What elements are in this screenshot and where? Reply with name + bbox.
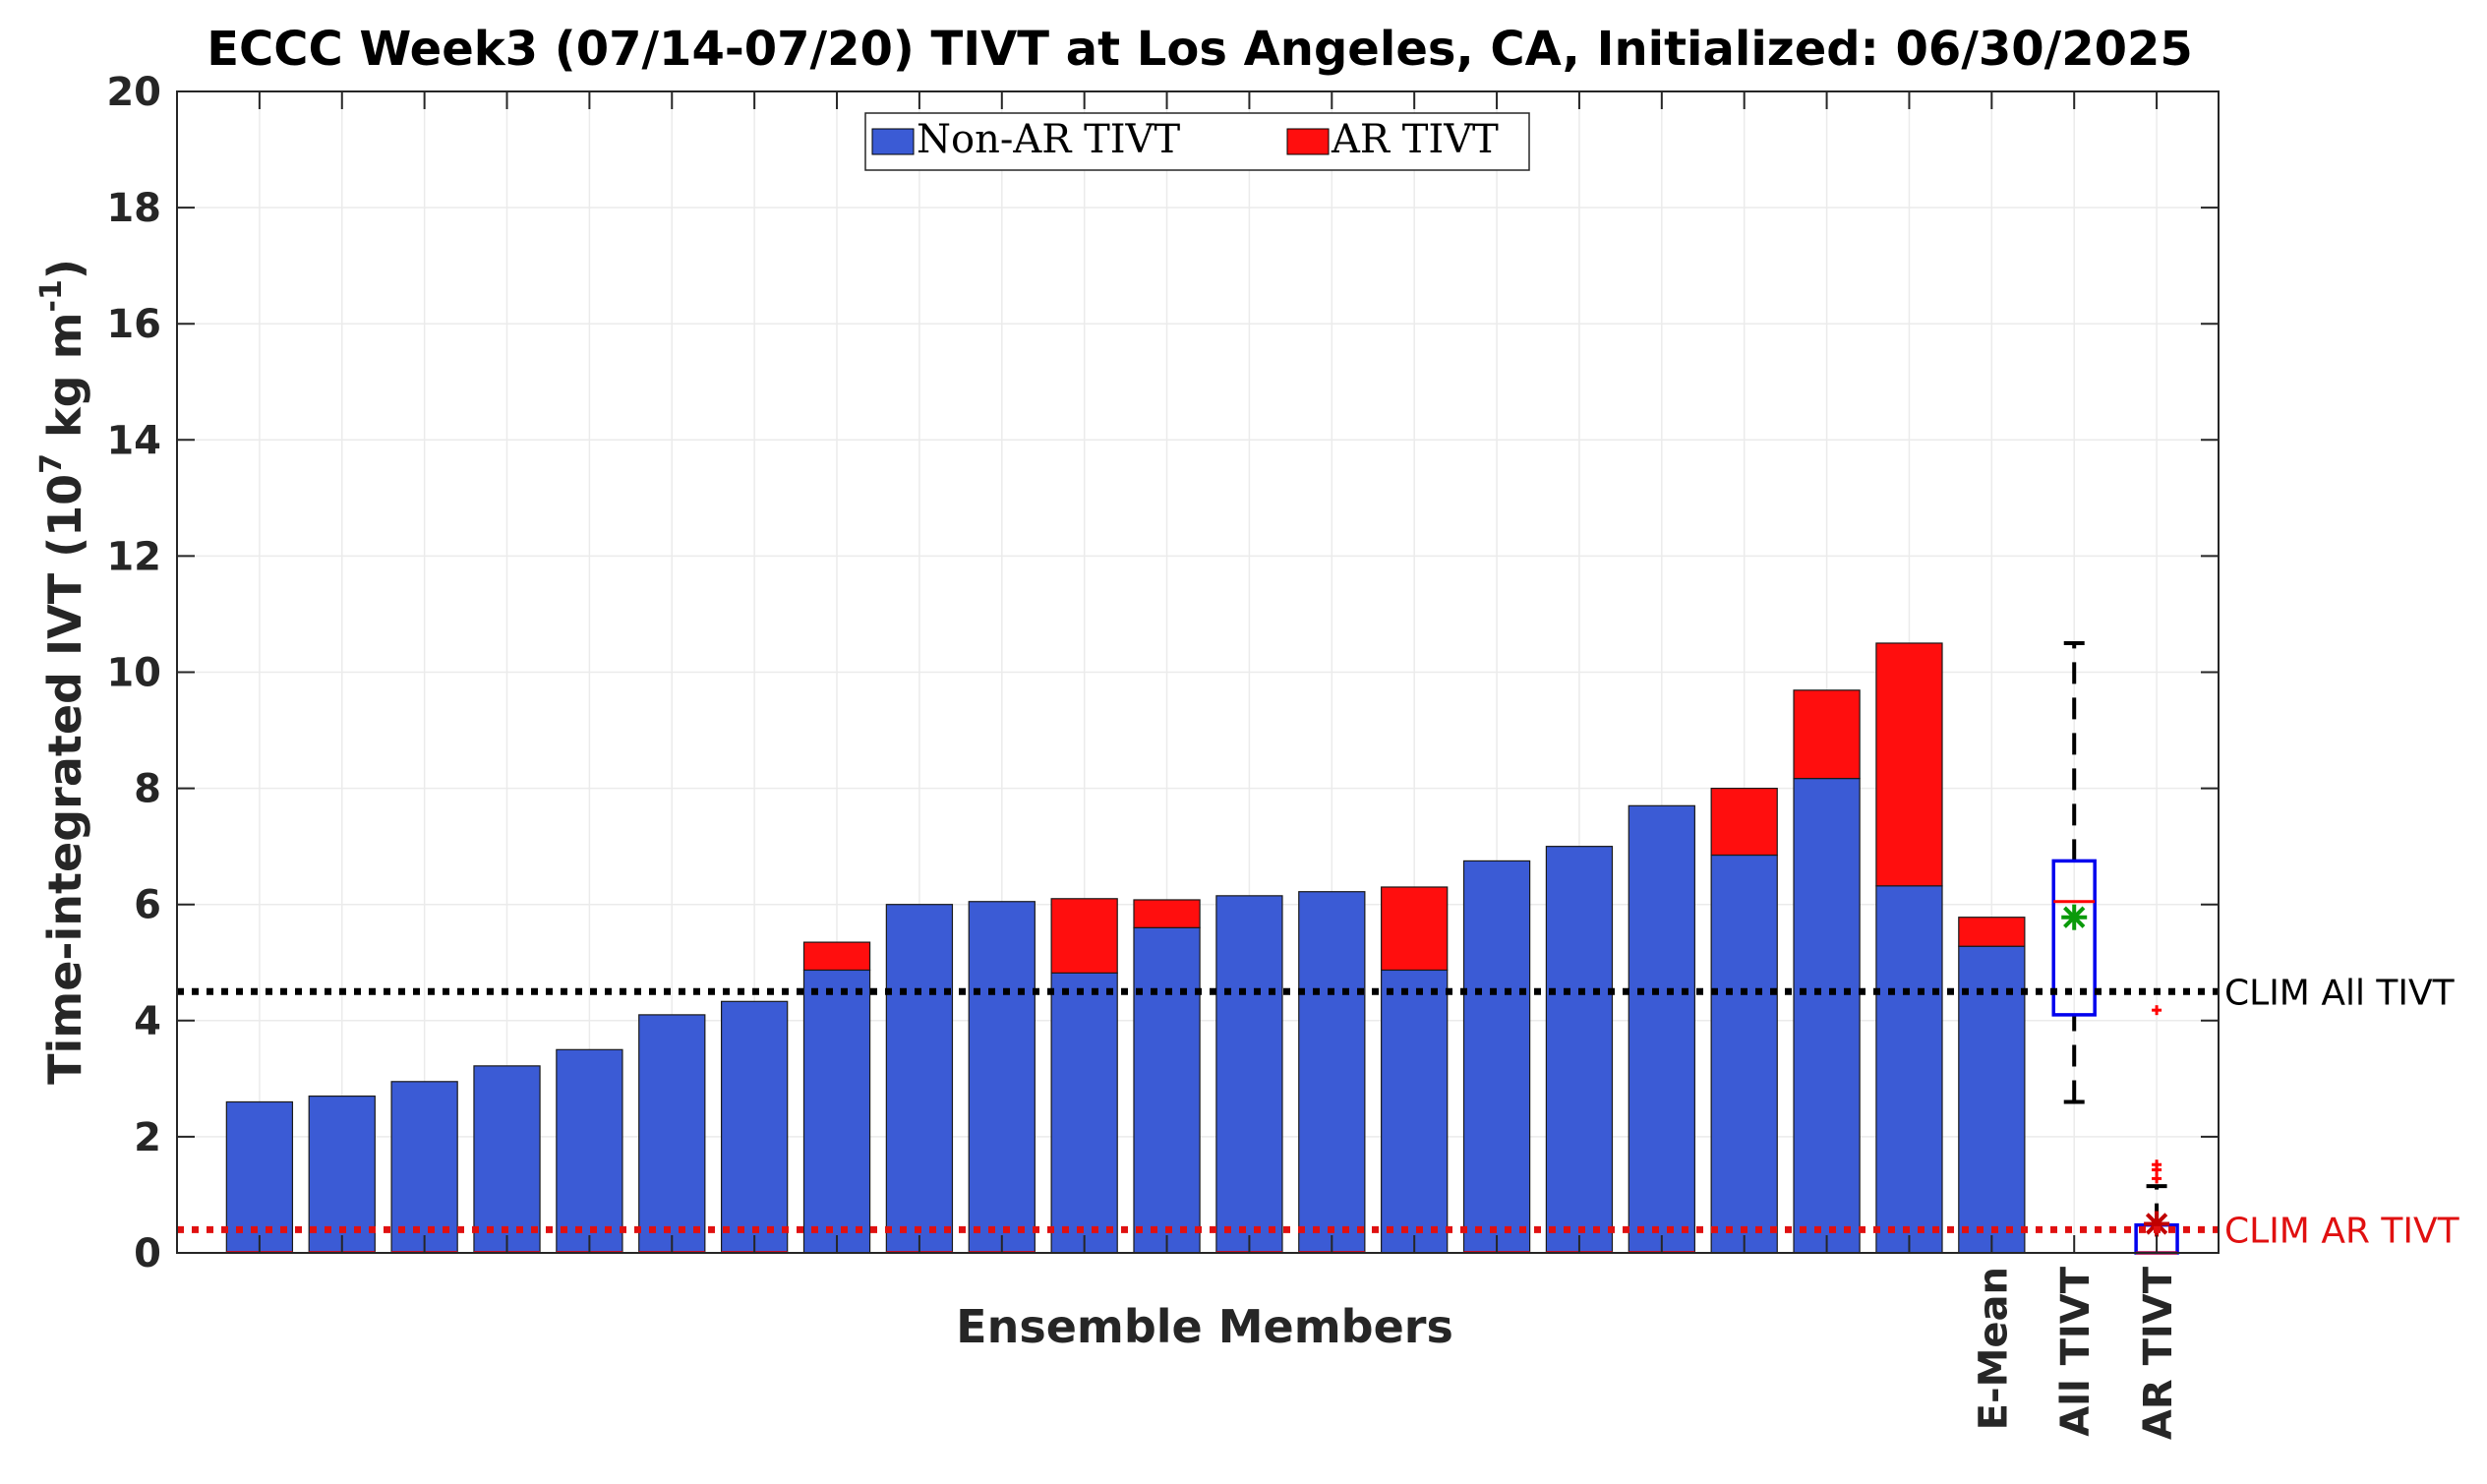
x-axis-label: Ensemble Members xyxy=(956,1300,1453,1353)
boxplot-ar-tivt xyxy=(2134,1005,2179,1255)
x-label-all-tivt: All TIVT xyxy=(2053,1266,2099,1436)
bar-non-ar xyxy=(390,1081,458,1254)
boxplot-all-tivt xyxy=(2051,640,2097,1104)
x-label-ar-tivt: AR TIVT xyxy=(2136,1266,2181,1440)
bar-non-ar xyxy=(556,1048,623,1254)
y-tick-label: 0 xyxy=(134,1231,161,1276)
legend: Non-AR TIVT AR TIVT xyxy=(864,112,1530,171)
legend-swatch-non-ar xyxy=(871,128,915,155)
bar-non-ar xyxy=(1133,926,1201,1254)
x-special-labels: E-Mean All TIVT AR TIVT xyxy=(1971,1266,2181,1440)
bar-non-ar xyxy=(885,904,954,1254)
reference-label-clim-ar: CLIM AR TIVT xyxy=(2224,1211,2460,1251)
bar-ar xyxy=(802,941,871,972)
reference-label-clim-all: CLIM All TIVT xyxy=(2224,973,2456,1013)
y-axis-label-mid: kg m xyxy=(38,313,91,453)
y-axis-label: Time-integrated IVT (107 kg m-1) xyxy=(34,259,91,1085)
bar-non-ar xyxy=(1875,885,1943,1254)
y-tick-label: 18 xyxy=(106,186,161,231)
y-axis-ticks: 0 2 4 6 8 10 12 14 16 18 20 xyxy=(106,70,2219,1276)
y-tick-label: 14 xyxy=(106,418,161,463)
x-label-e-mean: E-Mean xyxy=(1971,1267,2016,1430)
bar-non-ar xyxy=(1628,804,1695,1254)
legend-label-non-ar: Non-AR TIVT xyxy=(917,117,1180,162)
legend-label-ar: AR TIVT xyxy=(1331,117,1499,162)
y-tick-label: 4 xyxy=(134,999,161,1044)
bar-ar xyxy=(1133,899,1201,928)
y-axis-label-end: ) xyxy=(38,259,91,279)
reference-lines: CLIM All TIVT CLIM AR TIVT xyxy=(177,973,2460,1251)
boxplots xyxy=(2051,640,2179,1255)
y-tick-label: 16 xyxy=(106,302,161,347)
bar-non-ar xyxy=(968,901,1036,1254)
y-tick-label: 8 xyxy=(134,767,161,812)
legend-swatch-ar xyxy=(1286,128,1330,155)
bar-non-ar xyxy=(802,969,871,1254)
bar-ar xyxy=(1875,642,1943,887)
bar-non-ar xyxy=(473,1065,541,1254)
bar-non-ar xyxy=(720,1000,789,1254)
bar-ar xyxy=(1958,917,2026,947)
y-tick-label: 12 xyxy=(106,534,161,579)
y-tick-label: 6 xyxy=(134,883,161,928)
bar-ar xyxy=(1710,787,1778,857)
bar-ar xyxy=(1793,689,1861,780)
mean-marker-d2 xyxy=(2063,906,2086,928)
bar-non-ar xyxy=(1050,972,1118,1254)
bar-ar xyxy=(1050,898,1118,974)
bars xyxy=(225,642,2026,1254)
bar-non-ar xyxy=(1462,860,1531,1254)
y-tick-label: 20 xyxy=(106,70,161,115)
y-tick-label: 10 xyxy=(106,651,161,696)
bar-non-ar xyxy=(1710,854,1778,1254)
y-axis-label-main: Time-integrated IVT (10 xyxy=(38,474,91,1085)
mean-marker xyxy=(2061,904,2088,930)
mean-marker-d2 xyxy=(2145,1213,2168,1235)
bar-non-ar xyxy=(1381,969,1449,1254)
bar-non-ar xyxy=(1793,777,1861,1254)
y-axis-label-exp2: -1 xyxy=(34,279,69,312)
bar-non-ar xyxy=(1958,945,2026,1254)
chart-title: ECCC Week3 (07/14-07/20) TIVT at Los Ang… xyxy=(207,22,2193,77)
bar-non-ar xyxy=(1545,846,1614,1254)
y-tick-label: 2 xyxy=(134,1115,161,1160)
bar-non-ar xyxy=(1215,895,1283,1254)
bar-non-ar xyxy=(638,1014,706,1254)
y-axis-label-exp1: 7 xyxy=(34,453,69,474)
bar-ar xyxy=(1381,886,1449,972)
bar-non-ar xyxy=(1298,891,1366,1254)
legend-box xyxy=(864,112,1530,171)
box xyxy=(2051,859,2097,1017)
